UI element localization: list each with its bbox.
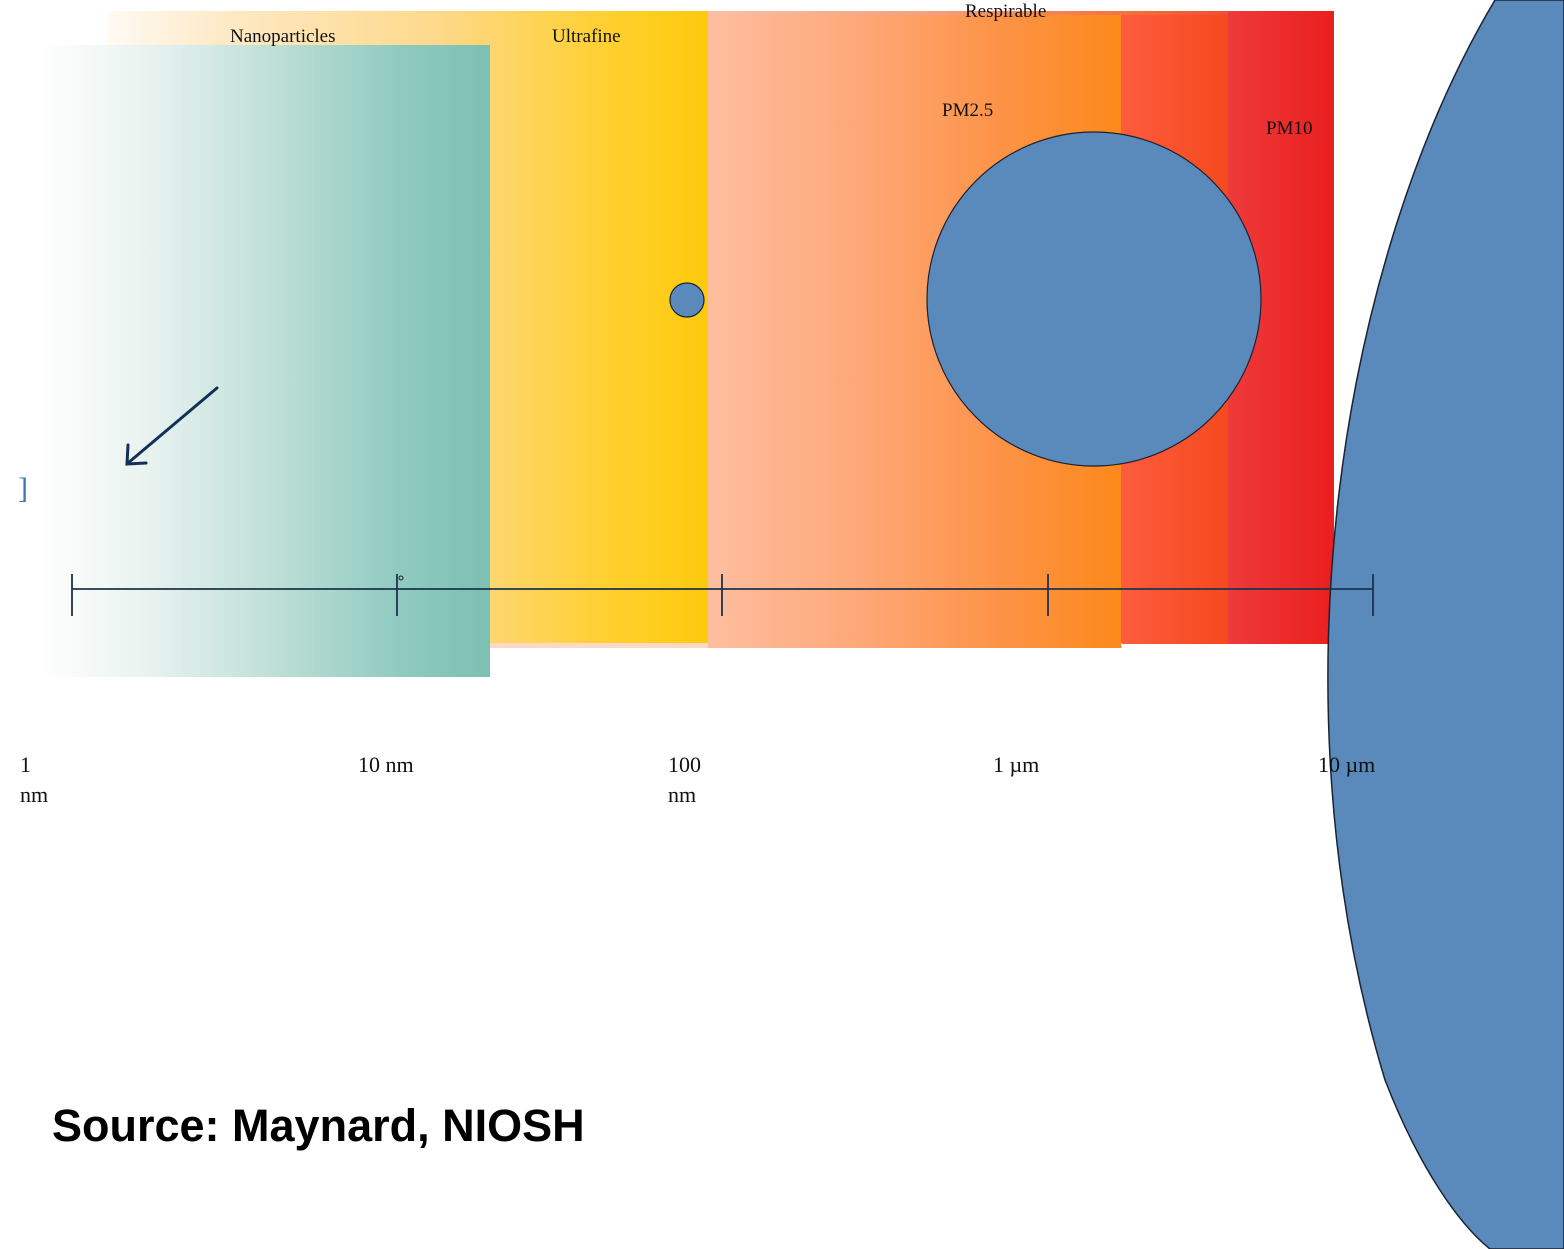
respirable-label: Respirable — [965, 1, 1047, 22]
medium-particle — [926, 131, 1262, 467]
tick-label-1um: 1 µm — [993, 752, 1040, 777]
tick-label-10nm: 10 nm — [358, 752, 414, 777]
tiny-particle-marker — [398, 575, 404, 581]
large-particle — [1327, 0, 1564, 1249]
bracket-mark-icon: ] — [18, 472, 28, 505]
small-particle — [669, 282, 705, 318]
nanoparticles-label: Nanoparticles — [230, 26, 336, 47]
tick-label-100nm: 100 nm — [668, 752, 701, 807]
ultrafine-label: Ultrafine — [552, 26, 621, 47]
tick-label-10um: 10 µm — [1318, 752, 1376, 777]
nanoparticles-band — [40, 45, 490, 677]
scale-axis — [71, 574, 1374, 616]
arrow-icon — [125, 386, 219, 466]
pm25-label: PM2.5 — [942, 100, 994, 121]
pm10-label: PM10 — [1266, 118, 1313, 139]
tick-label-1nm: 1 nm — [20, 752, 49, 807]
source-caption: Source: Maynard, NIOSH — [52, 1100, 585, 1151]
